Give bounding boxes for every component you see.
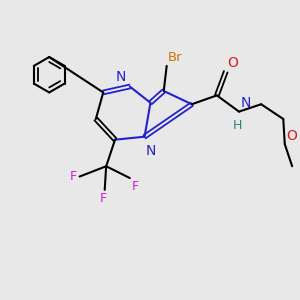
Text: F: F <box>100 192 107 205</box>
Text: N: N <box>241 96 251 110</box>
Text: Br: Br <box>168 51 183 64</box>
Text: O: O <box>286 129 297 142</box>
Text: H: H <box>233 119 242 132</box>
Text: N: N <box>146 144 156 158</box>
Text: F: F <box>131 179 138 193</box>
Text: F: F <box>70 170 77 183</box>
Text: O: O <box>227 56 238 70</box>
Text: N: N <box>116 70 126 84</box>
